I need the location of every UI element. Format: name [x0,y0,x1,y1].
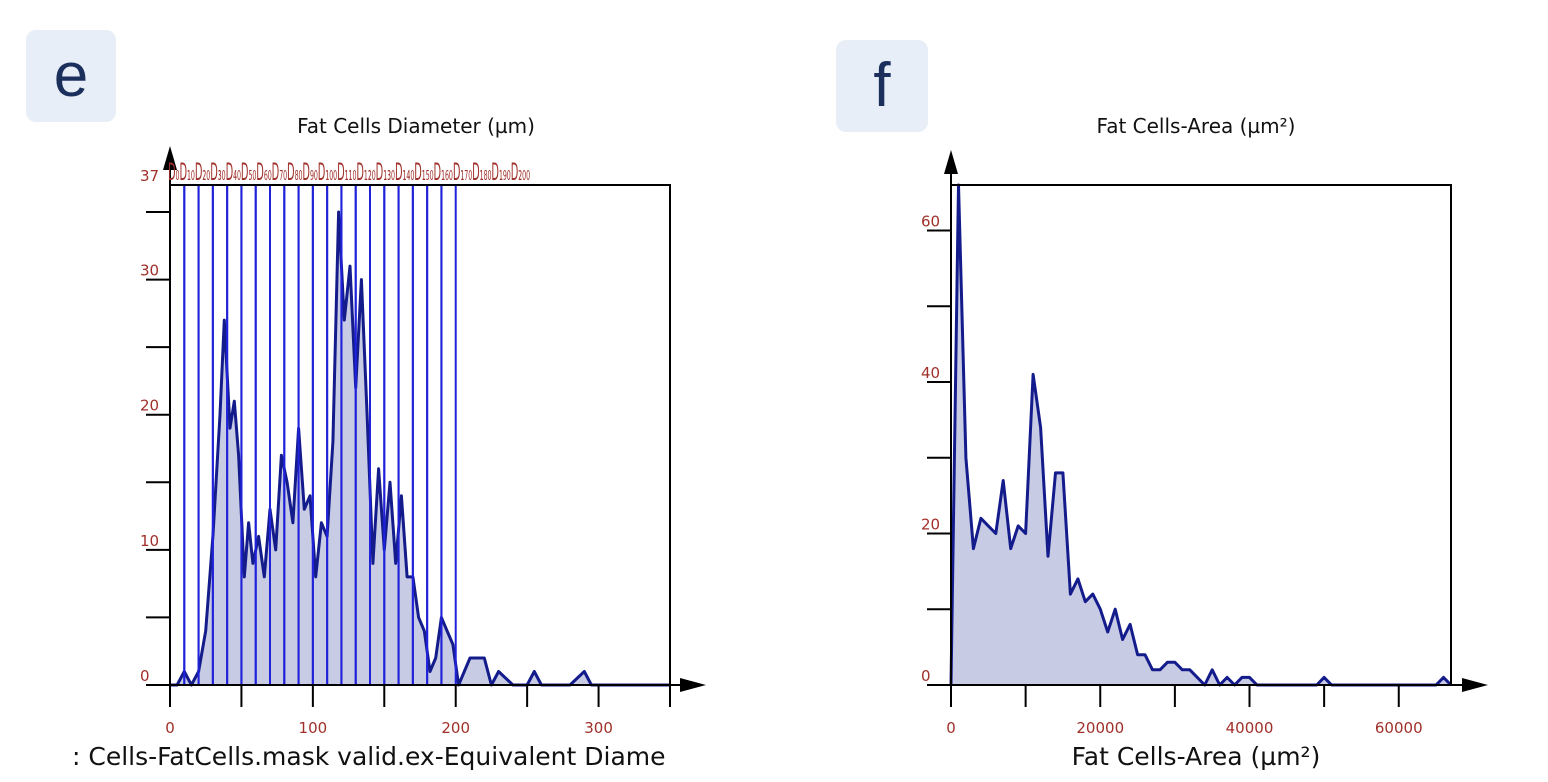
gate-region [440,184,457,686]
series-fill [951,185,1451,685]
x-axis-label: Fat Cells-Area (µm²) [1072,742,1321,771]
gate-labels: D₀D₁₀D₂₀D₃₀D₄₀D₅₀D₆₀D₇₀D₈₀D₉₀D₁₀₀D₁₁₀D₁₂… [168,158,530,186]
x-axis-arrow [1462,678,1488,692]
series-fill [170,212,670,685]
plot-frame [170,184,671,685]
y-tick-label: 60 [921,212,940,230]
chart-title: Fat Cells-Area (µm²) [1097,114,1296,138]
y-axis-arrow [163,146,177,170]
y-tick-label: 20 [140,397,159,415]
y-tick-label: 0 [921,667,931,685]
x-tick-label: 0 [165,719,175,737]
y-tick-label: 20 [921,515,940,533]
y-tick-label: 10 [140,532,159,550]
y-axis-arrow [944,150,958,174]
y-tick-label: 30 [140,262,159,280]
x-tick-label: 60000 [1375,719,1423,737]
chart-area: Fat Cells-Area (µm²) 0 20 40 60 0 20000 40000 6… [921,114,1488,771]
x-axis-arrow [680,678,706,692]
x-tick-label: 20000 [1076,719,1124,737]
y-tick-label: 0 [140,667,150,685]
gate-region [183,184,200,686]
x-tick-label: 40000 [1226,719,1274,737]
x-tick-label: 300 [584,719,613,737]
gate-region [426,184,443,686]
plot-frame [951,184,1452,685]
x-tick-label: 0 [946,719,956,737]
x-axis-label: : Cells-FatCells.mask valid.ex-Equivalen… [72,742,666,771]
x-tick-label: 100 [299,719,328,737]
x-tick-label: 200 [441,719,470,737]
panel-label-f: f [836,40,928,132]
panel-label-e: e [26,30,116,122]
chart-diameter: Fat Cells Diameter (µm) 0 10 20 30 37 0 100 200… [72,114,706,771]
gate-region [169,184,186,686]
y-tick-label: 37 [140,167,159,185]
chart-title: Fat Cells Diameter (µm) [297,114,535,138]
y-tick-label: 40 [921,364,940,382]
